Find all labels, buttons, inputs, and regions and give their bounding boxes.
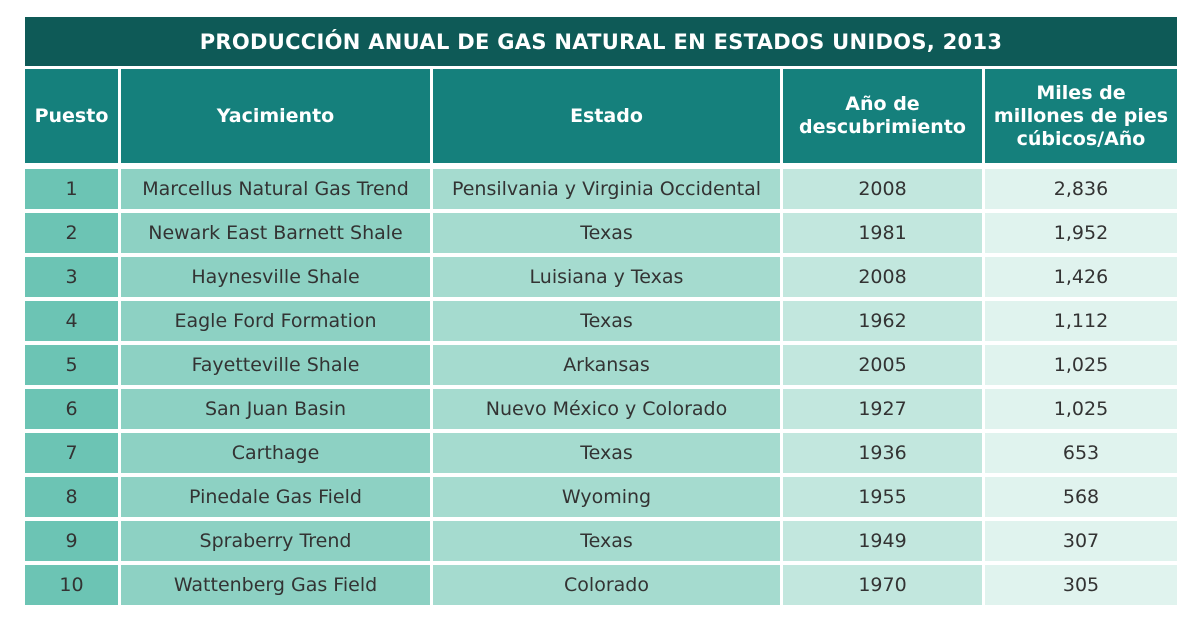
cell-production: 1,025 <box>985 345 1177 389</box>
cell-production: 307 <box>985 521 1177 565</box>
cell-rank: 6 <box>25 389 121 433</box>
cell-state: Wyoming <box>433 477 783 521</box>
cell-state: Nuevo México y Colorado <box>433 389 783 433</box>
cell-field: Fayetteville Shale <box>121 345 433 389</box>
cell-state: Texas <box>433 301 783 345</box>
header-production-line3: cúbicos/Año <box>1016 127 1146 150</box>
cell-state: Arkansas <box>433 345 783 389</box>
cell-year: 1936 <box>783 433 985 477</box>
cell-field: Carthage <box>121 433 433 477</box>
cell-production: 1,952 <box>985 213 1177 257</box>
cell-rank: 2 <box>25 213 121 257</box>
header-state: Estado <box>433 69 783 169</box>
cell-state: Texas <box>433 521 783 565</box>
cell-rank: 10 <box>25 565 121 609</box>
cell-field: Wattenberg Gas Field <box>121 565 433 609</box>
table-grid: Puesto Yacimiento Estado Año de descubri… <box>25 69 1177 609</box>
cell-rank: 5 <box>25 345 121 389</box>
header-production: Miles de millones de pies cúbicos/Año <box>985 69 1177 169</box>
header-production-line1: Miles de <box>1036 81 1126 104</box>
cell-field: Eagle Ford Formation <box>121 301 433 345</box>
cell-rank: 3 <box>25 257 121 301</box>
cell-field: Haynesville Shale <box>121 257 433 301</box>
cell-year: 2008 <box>783 169 985 213</box>
cell-year: 1962 <box>783 301 985 345</box>
cell-state: Texas <box>433 433 783 477</box>
cell-year: 1981 <box>783 213 985 257</box>
cell-field: Marcellus Natural Gas Trend <box>121 169 433 213</box>
cell-rank: 1 <box>25 169 121 213</box>
header-year-line1: Año de <box>845 93 920 115</box>
cell-state: Texas <box>433 213 783 257</box>
cell-production: 653 <box>985 433 1177 477</box>
cell-field: Newark East Barnett Shale <box>121 213 433 257</box>
header-year: Año de descubrimiento <box>783 69 985 169</box>
cell-rank: 9 <box>25 521 121 565</box>
cell-rank: 7 <box>25 433 121 477</box>
cell-field: Pinedale Gas Field <box>121 477 433 521</box>
cell-production: 1,426 <box>985 257 1177 301</box>
cell-field: San Juan Basin <box>121 389 433 433</box>
header-field: Yacimiento <box>121 69 433 169</box>
cell-year: 2008 <box>783 257 985 301</box>
cell-year: 2005 <box>783 345 985 389</box>
header-rank: Puesto <box>25 69 121 169</box>
cell-year: 1955 <box>783 477 985 521</box>
table-title: PRODUCCIÓN ANUAL DE GAS NATURAL EN ESTAD… <box>25 17 1177 69</box>
cell-state: Luisiana y Texas <box>433 257 783 301</box>
cell-year: 1949 <box>783 521 985 565</box>
cell-rank: 4 <box>25 301 121 345</box>
header-year-line2: descubrimiento <box>799 116 966 138</box>
cell-production: 2,836 <box>985 169 1177 213</box>
cell-rank: 8 <box>25 477 121 521</box>
cell-state: Colorado <box>433 565 783 609</box>
cell-production: 1,025 <box>985 389 1177 433</box>
cell-year: 1970 <box>783 565 985 609</box>
cell-production: 1,112 <box>985 301 1177 345</box>
cell-production: 305 <box>985 565 1177 609</box>
cell-field: Spraberry Trend <box>121 521 433 565</box>
cell-year: 1927 <box>783 389 985 433</box>
cell-state: Pensilvania y Virginia Occidental <box>433 169 783 213</box>
gas-production-table: PRODUCCIÓN ANUAL DE GAS NATURAL EN ESTAD… <box>25 17 1177 609</box>
header-production-line2: millones de pies <box>993 104 1169 127</box>
cell-production: 568 <box>985 477 1177 521</box>
